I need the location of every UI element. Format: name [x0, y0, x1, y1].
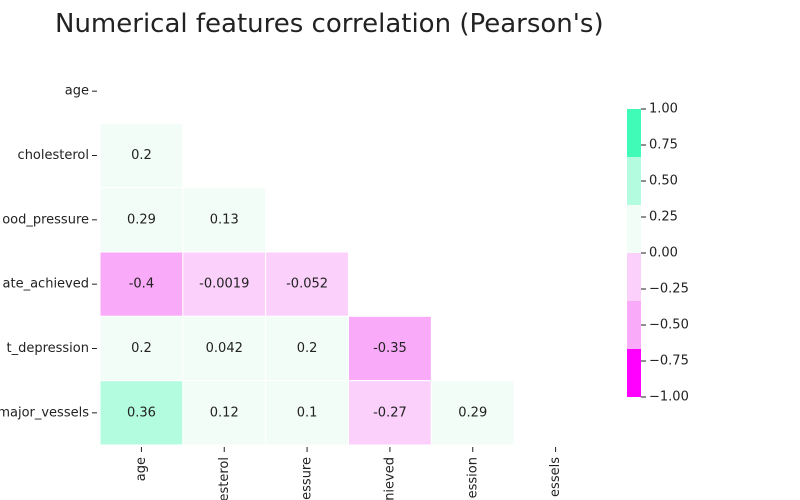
- cell: [182, 380, 267, 446]
- cell: [99, 380, 184, 446]
- cell: [348, 380, 432, 446]
- chart-title: Numerical features correlation (Pearson'…: [55, 9, 604, 39]
- y-tick-label: t_depression: [6, 341, 89, 356]
- colorbar-tick-label: 0.25: [649, 210, 678, 225]
- colorbar-tick-label: 0.75: [649, 138, 678, 153]
- cell-label: 0.13: [210, 212, 239, 227]
- cell-label: -0.35: [373, 341, 407, 356]
- cell-label: -0.052: [286, 277, 328, 292]
- cell-label: 0.29: [458, 405, 487, 420]
- cell-label: 0.36: [127, 405, 156, 420]
- cell-label: -0.4: [129, 277, 154, 292]
- y-tick-label: ood_pressure: [2, 212, 89, 227]
- cell-label: 0.2: [297, 341, 318, 356]
- colorbar-swatch: [627, 109, 641, 157]
- colorbar-tick-label: 1.00: [649, 102, 678, 117]
- cell: [99, 122, 184, 189]
- cell-label: 0.29: [127, 212, 156, 227]
- colorbar-swatch: [627, 205, 641, 253]
- colorbar-swatch: [627, 157, 641, 205]
- y-tick-label: age: [65, 84, 89, 99]
- cell: [99, 315, 184, 382]
- colorbar-tick-label: −0.75: [649, 354, 689, 369]
- x-tick-label: essure: [300, 457, 315, 500]
- colorbar-swatch: [627, 253, 641, 301]
- y-tick-label: cholesterol: [18, 148, 89, 163]
- cell-label: 0.042: [206, 341, 243, 356]
- colorbar-tick-label: −0.50: [649, 318, 689, 333]
- colorbar-swatch: [627, 301, 641, 349]
- cell-label: 0.2: [131, 341, 152, 356]
- cell: [265, 315, 349, 382]
- cell: [99, 187, 184, 253]
- x-tick-label: ession: [465, 457, 480, 498]
- cell-label: -0.0019: [199, 277, 249, 292]
- cell: [265, 380, 349, 446]
- x-tick-label: age: [134, 457, 149, 481]
- y-tick-label: major_vessels: [0, 405, 89, 420]
- x-tick-label: esterol: [217, 457, 232, 500]
- cell: [182, 187, 267, 253]
- cell: [348, 315, 432, 382]
- cell-label: 0.1: [297, 405, 318, 420]
- colorbar-swatch: [627, 349, 641, 397]
- cell: [430, 380, 515, 446]
- cell: [99, 251, 184, 317]
- colorbar-tick-label: 0.50: [649, 174, 678, 189]
- cell-label: 0.2: [131, 148, 152, 163]
- x-tick-label: nieved: [382, 457, 397, 500]
- cell-label: -0.27: [373, 405, 407, 420]
- cell-label: 0.12: [210, 405, 239, 420]
- x-tick-label: essels: [548, 457, 563, 497]
- colorbar-tick-label: −1.00: [649, 390, 689, 405]
- colorbar-tick-label: −0.25: [649, 282, 689, 297]
- y-tick-label: ate_achieved: [3, 277, 89, 292]
- colorbar-tick-label: 0.00: [649, 246, 678, 261]
